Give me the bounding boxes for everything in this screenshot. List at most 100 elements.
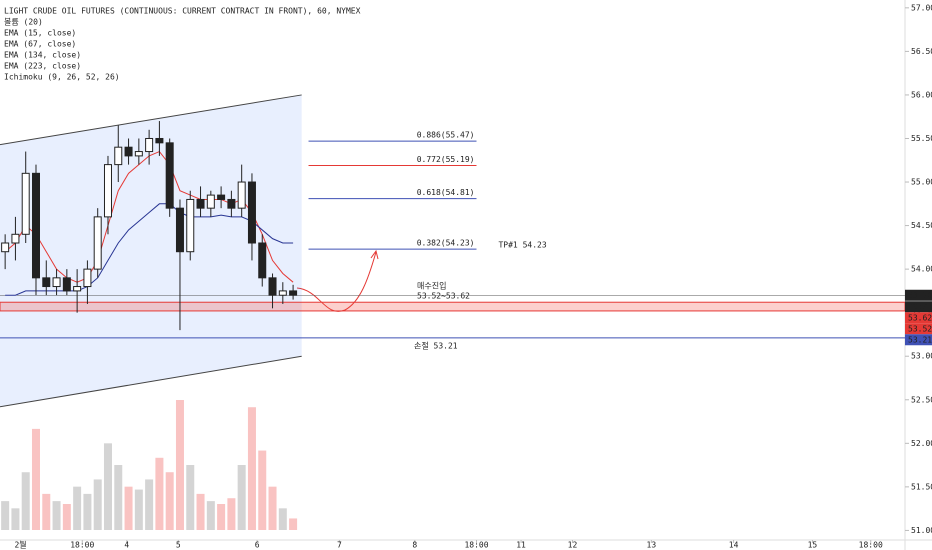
entry-zone	[0, 301, 906, 312]
volume-bar	[31, 428, 40, 530]
volume-bar	[83, 493, 92, 530]
volume-bar	[134, 489, 143, 530]
fib-label: 0.886(55.47)	[417, 131, 475, 140]
countdown: 39:31	[908, 302, 932, 311]
channel-fill	[0, 94, 302, 407]
y-tick-label: 57.00	[911, 3, 932, 12]
volume-bar	[206, 501, 215, 530]
volume-bar	[114, 465, 123, 530]
volume-bar	[186, 465, 195, 530]
legend-line: EMA (15, close)	[4, 29, 76, 38]
stop-tag: 53.21	[908, 335, 932, 344]
candle-body	[165, 142, 174, 209]
volume-bar	[196, 493, 205, 530]
x-tick-label: 15	[808, 541, 818, 550]
candle-body	[237, 181, 246, 209]
candle-body	[258, 242, 267, 279]
y-tick-label: 54.50	[911, 221, 932, 230]
volume-bar	[258, 450, 267, 530]
fib-label: 0.618(54.81)	[417, 188, 475, 197]
candle-body	[196, 198, 205, 209]
y-tick-label: 55.00	[911, 178, 932, 187]
candle-body	[145, 137, 154, 153]
volume-bar	[124, 486, 133, 530]
y-tick-label: 51.50	[911, 482, 932, 491]
x-tick-label: 18:00	[70, 541, 94, 550]
volume-bar	[268, 486, 277, 530]
ema-line	[5, 203, 294, 296]
volume-bar	[155, 457, 164, 530]
volume-bar	[247, 407, 256, 530]
candle-body	[114, 146, 123, 166]
y-tick-label: 51.00	[911, 526, 932, 535]
volume-bar	[103, 443, 112, 530]
fib-label: 0.772(55.19)	[417, 155, 475, 164]
y-tick-label: 55.50	[911, 134, 932, 143]
candle-body	[206, 194, 215, 209]
y-tick-label: 54.00	[911, 265, 932, 274]
candle-body	[73, 286, 82, 292]
legend-line: EMA (134, close)	[4, 51, 81, 60]
y-tick-label: 52.00	[911, 439, 932, 448]
volume-bar	[11, 508, 20, 530]
candle-body	[42, 277, 51, 288]
volume-bar	[21, 472, 30, 530]
price-tag-bg	[905, 323, 932, 335]
volume-bar	[175, 400, 184, 530]
candle-body	[83, 268, 92, 288]
y-tick-label: 53.00	[911, 352, 932, 361]
candle-body	[52, 277, 61, 288]
candle-body	[278, 290, 287, 296]
candle-body	[155, 137, 164, 144]
volume-bar	[278, 508, 287, 530]
candle-body	[289, 290, 298, 296]
volume-bar	[52, 501, 61, 530]
legend-line: EMA (67, close)	[4, 40, 76, 49]
volume-bar	[93, 479, 102, 530]
legend-line: EMA (223, close)	[4, 62, 81, 71]
volume-bar	[62, 504, 71, 530]
x-tick-label: 18:00	[464, 541, 488, 550]
last-price-tag: 53.70	[908, 291, 932, 300]
x-tick-label: 14	[729, 541, 739, 550]
volume-bar	[237, 465, 246, 530]
x-tick-label: 12	[568, 541, 578, 550]
volume-bar	[289, 518, 298, 530]
y-tick-label: 56.00	[911, 90, 932, 99]
channel-lower	[0, 355, 302, 408]
x-tick-label: 8	[412, 541, 417, 550]
stop-label: 손절 53.21	[414, 341, 458, 350]
fib-label: 0.382(54.23)	[417, 239, 475, 248]
stop-tag-bg	[905, 334, 932, 346]
candle-body	[186, 198, 195, 253]
candle-body	[62, 277, 71, 292]
volume-bar	[165, 472, 174, 530]
legend-line: Ichimoku (9, 26, 52, 26)	[4, 73, 120, 82]
price-tag: 53.52	[908, 324, 932, 333]
candle-body	[217, 194, 226, 200]
volume-bar	[1, 501, 10, 530]
candle-body	[175, 207, 184, 253]
candle-body	[103, 164, 112, 218]
volume-bar	[217, 504, 226, 530]
volume-bar	[145, 479, 154, 530]
x-tick-label: 13	[647, 541, 657, 550]
channel-upper	[0, 94, 302, 146]
volume-bar	[73, 486, 82, 530]
price-tag-bg	[905, 312, 932, 324]
volume-bar	[227, 498, 236, 530]
y-tick-label: 56.50	[911, 47, 932, 56]
candle-body	[227, 198, 236, 209]
x-tick-label: 5	[176, 541, 181, 550]
candle-body	[11, 233, 20, 244]
candle-body	[247, 181, 256, 244]
last-price-tag-bg	[905, 289, 932, 301]
x-tick-label: 7	[337, 541, 342, 550]
x-tick-label: 4	[124, 541, 129, 550]
candle-body	[1, 242, 10, 253]
tp-label: TP#1 54.23	[498, 241, 546, 250]
entry-range-label: 53.52~53.62	[417, 292, 470, 301]
volume-bar	[42, 493, 51, 530]
legend-line: LIGHT CRUDE OIL FUTURES (CONTINUOUS: CUR…	[4, 7, 361, 16]
